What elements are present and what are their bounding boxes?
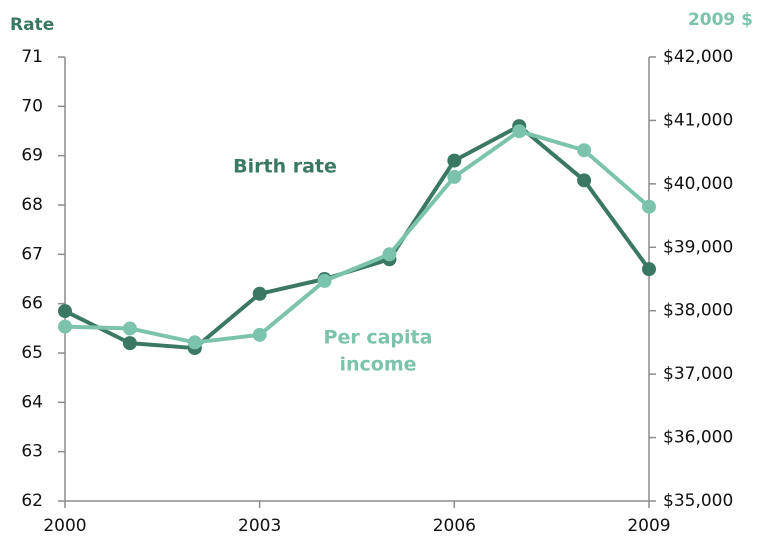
data-point bbox=[642, 199, 656, 214]
data-point bbox=[382, 247, 397, 262]
y2-tick-label: $38,000 bbox=[663, 301, 733, 321]
x-tick-label: 2009 bbox=[627, 516, 670, 536]
y2-axis-title: 2009 $ bbox=[688, 10, 753, 30]
series-line bbox=[64, 124, 651, 351]
y2-tick-label: $40,000 bbox=[663, 174, 733, 194]
data-point bbox=[58, 304, 72, 319]
series-line bbox=[64, 129, 651, 345]
y-tick-label: 64 bbox=[21, 392, 43, 412]
series-label: income bbox=[339, 354, 416, 376]
data-point bbox=[122, 336, 137, 351]
y2-tick-label: $42,000 bbox=[663, 47, 733, 67]
y-tick-label: 63 bbox=[21, 442, 43, 462]
x-tick-label: 2003 bbox=[238, 516, 281, 536]
y-tick-label: 67 bbox=[21, 244, 43, 264]
data-point bbox=[58, 319, 72, 334]
y2-tick-label: $36,000 bbox=[663, 428, 733, 448]
data-point bbox=[447, 153, 462, 168]
data-point bbox=[252, 286, 267, 301]
data-point bbox=[122, 321, 137, 336]
data-point bbox=[447, 169, 462, 184]
y-tick-label: 68 bbox=[21, 195, 43, 215]
data-point bbox=[642, 262, 656, 277]
series-label: Per capita bbox=[324, 327, 433, 349]
data-point bbox=[252, 327, 267, 342]
data-point bbox=[577, 143, 592, 158]
y-tick-label: 62 bbox=[21, 491, 43, 511]
y-tick-label: 71 bbox=[21, 47, 43, 67]
y2-tick-label: $37,000 bbox=[663, 364, 733, 384]
y2-tick-label: $41,000 bbox=[663, 110, 733, 130]
y-axis-title: Rate bbox=[10, 15, 54, 35]
y-tick-label: 70 bbox=[21, 96, 43, 116]
y-tick-label: 69 bbox=[21, 146, 43, 166]
data-point bbox=[512, 124, 527, 139]
data-point bbox=[317, 273, 332, 288]
y2-tick-label: $35,000 bbox=[663, 491, 733, 511]
data-point bbox=[577, 173, 592, 188]
x-tick-label: 2000 bbox=[43, 516, 86, 536]
data-point bbox=[187, 335, 202, 350]
y2-tick-label: $39,000 bbox=[663, 237, 733, 257]
y-tick-label: 66 bbox=[21, 294, 43, 314]
y-tick-label: 65 bbox=[21, 343, 43, 363]
series-label: Birth rate bbox=[233, 156, 337, 178]
x-tick-label: 2006 bbox=[433, 516, 476, 536]
